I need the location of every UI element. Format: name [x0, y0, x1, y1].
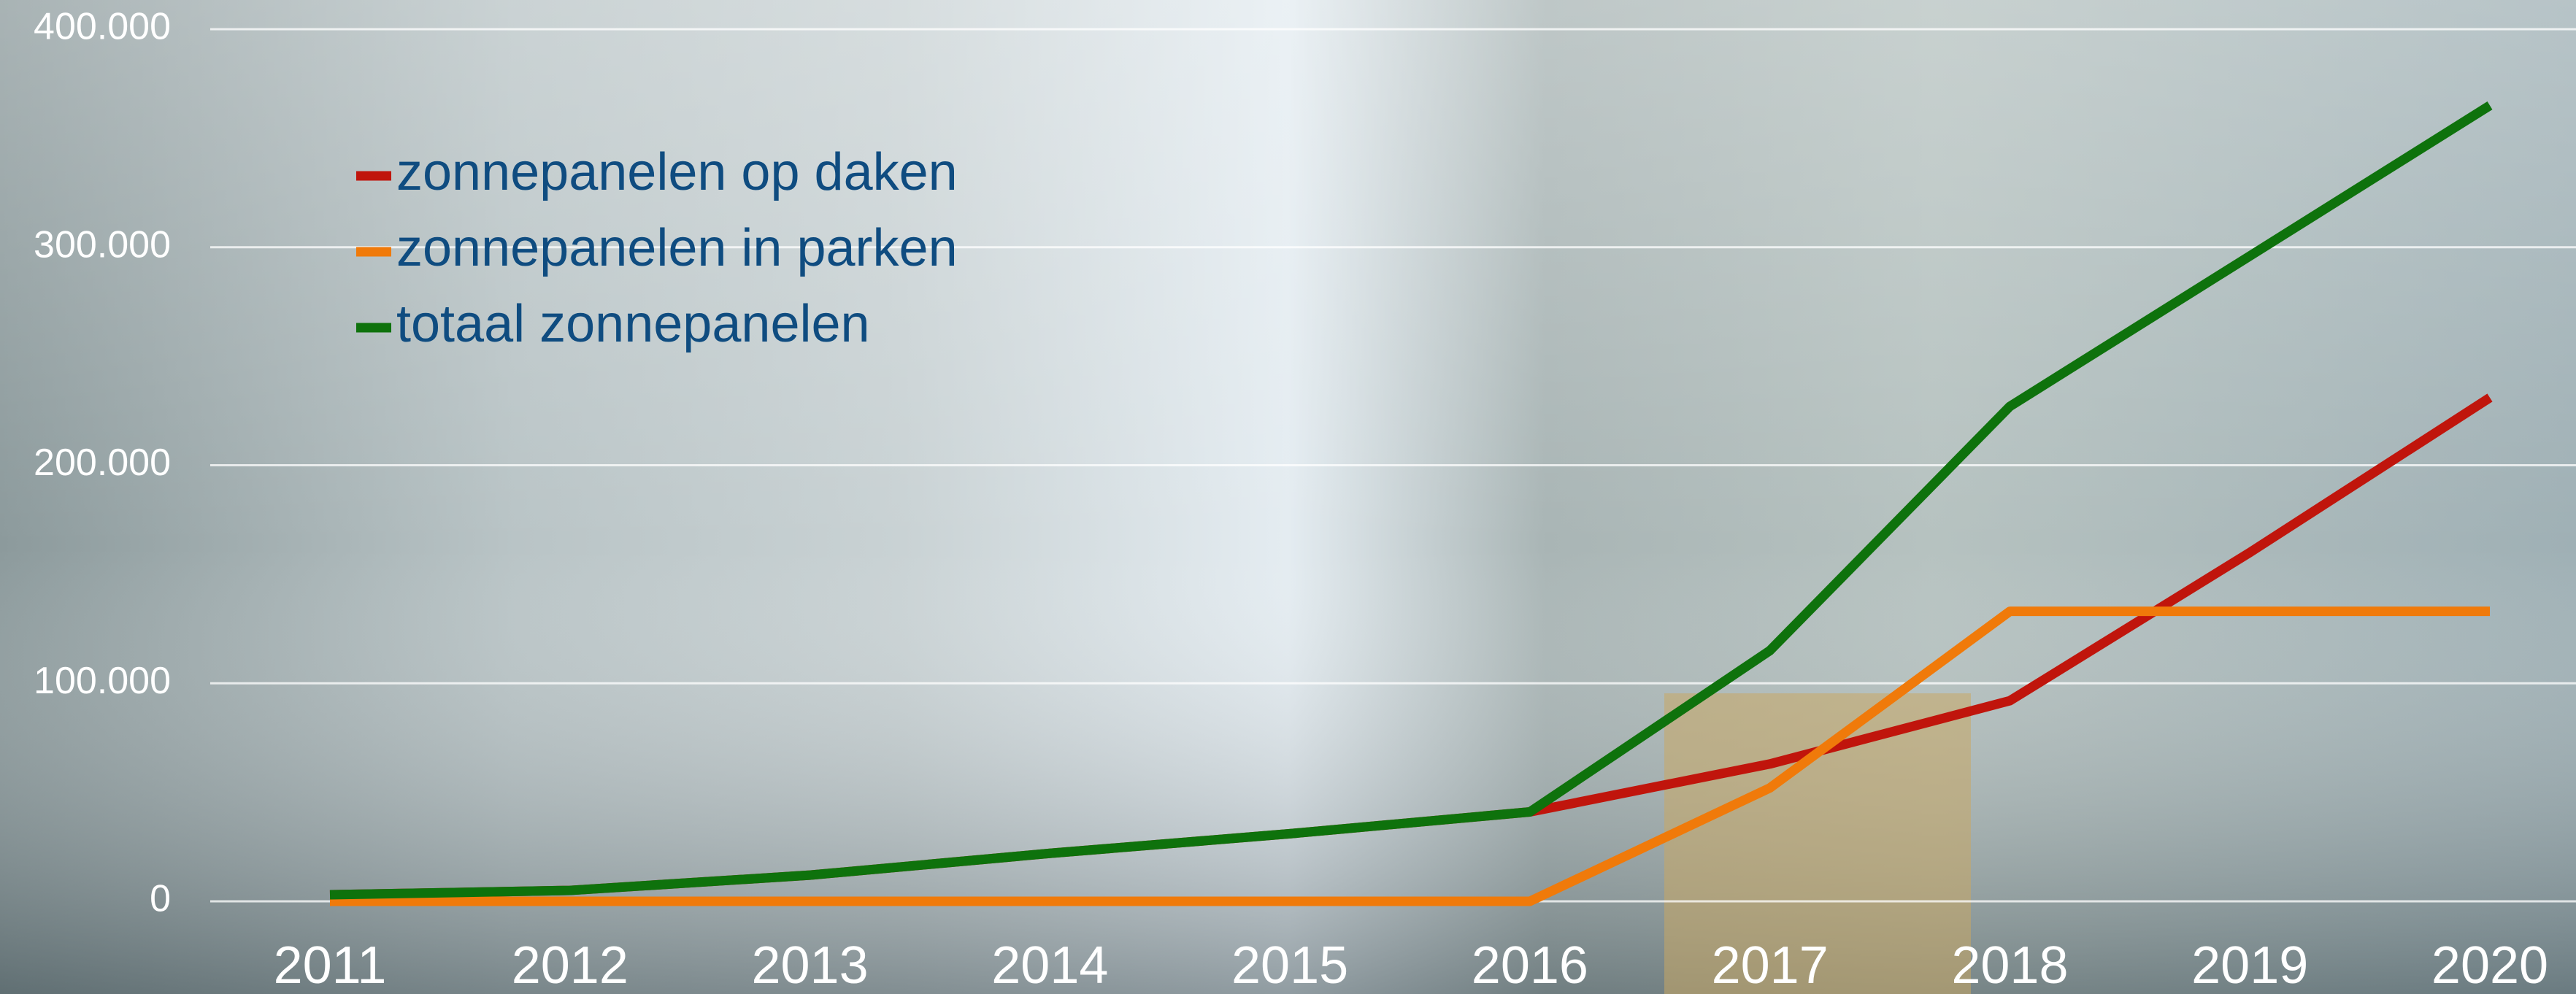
y-tick-label: 400.000 [34, 6, 171, 48]
x-tick-label: 2019 [2191, 936, 2308, 994]
legend-label: zonnepanelen op daken [396, 143, 958, 201]
background-shade [0, 0, 2576, 994]
x-tick-label: 2016 [1472, 936, 1588, 994]
y-tick-label: 300.000 [34, 223, 171, 266]
y-tick-label: 200.000 [34, 442, 171, 484]
y-tick-label: 0 [150, 878, 171, 920]
x-tick-label: 2018 [1951, 936, 2068, 994]
legend-label: zonnepanelen in parken [396, 219, 958, 277]
x-tick-label: 2020 [2431, 936, 2548, 994]
x-tick-label: 2015 [1231, 936, 1348, 994]
chart: 0 100.000 200.000 300.000 400.000 2011 2012 201… [0, 0, 2576, 994]
x-tick-label: 2014 [991, 936, 1108, 994]
x-tick-label: 2011 [274, 936, 387, 994]
y-tick-label: 100.000 [34, 660, 171, 702]
x-tick-label: 2017 [1712, 936, 1829, 994]
page: 0 100.000 200.000 300.000 400.000 2011 2012 201… [0, 0, 2576, 994]
legend-label: totaal zonnepanelen [396, 295, 870, 353]
x-tick-label: 2013 [751, 936, 868, 994]
x-tick-label: 2012 [512, 936, 628, 994]
